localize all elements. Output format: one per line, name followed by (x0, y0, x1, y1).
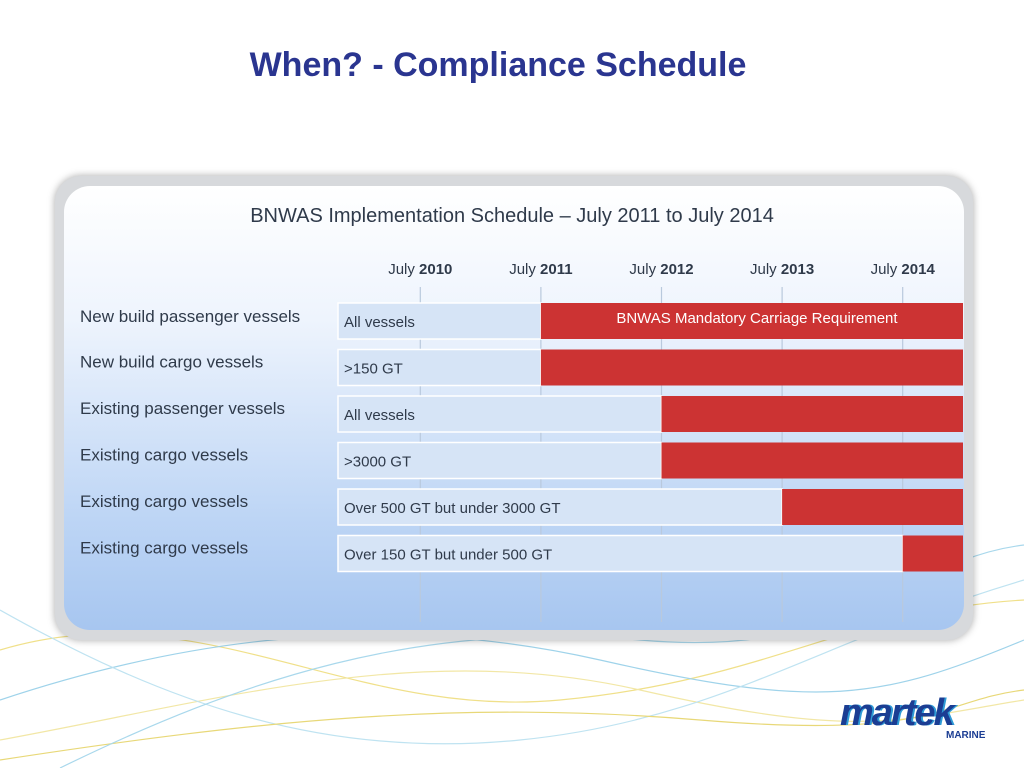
column-header: July 2012 (629, 261, 693, 278)
column-prefix: July (509, 261, 540, 278)
column-year: 2014 (901, 261, 935, 278)
wave-line (0, 579, 1024, 745)
pre-requirement-band (337, 348, 542, 387)
requirement-bar-label: BNWAS Mandatory Carriage Requirement (616, 310, 898, 327)
row-category-label: Existing cargo vessels (80, 492, 248, 511)
requirement-bar (540, 349, 963, 386)
column-year: 2012 (660, 261, 693, 278)
column-prefix: July (388, 261, 419, 278)
column-header: July 2010 (388, 261, 452, 278)
column-year: 2013 (781, 261, 814, 278)
row-category-label: Existing cargo vessels (80, 446, 248, 465)
row-scope-label: Over 150 GT but under 500 GT (344, 547, 552, 564)
column-prefix: July (750, 261, 781, 278)
pre-requirement-band (337, 534, 904, 573)
row-category-label: New build cargo vessels (80, 353, 263, 372)
requirement-bar (782, 489, 963, 525)
requirement-bar (661, 442, 963, 479)
logo-wordmark: martek (840, 692, 955, 734)
column-prefix: July (871, 261, 902, 278)
row-scope-label: >3000 GT (344, 454, 411, 471)
column-header: July 2014 (871, 261, 936, 278)
slide-title: When? - Compliance Schedule (249, 46, 747, 84)
row-scope-label: >150 GT (344, 361, 403, 378)
column-year: 2010 (419, 261, 452, 278)
wave-line (0, 689, 1024, 761)
row-scope-label: Over 500 GT but under 3000 GT (344, 500, 561, 517)
column-header: July 2011 (509, 261, 572, 278)
pre-requirement-band (337, 441, 663, 480)
pre-requirement-band (337, 302, 542, 340)
pre-requirement-band (337, 488, 783, 526)
martek-marine-logo: martek MARINE (840, 694, 996, 746)
column-prefix: July (629, 261, 660, 278)
wave-line (0, 634, 1024, 701)
requirement-bar (902, 535, 963, 572)
row-scope-label: All vessels (344, 407, 415, 424)
column-year: 2011 (540, 261, 573, 278)
row-category-label: Existing cargo vessels (80, 539, 248, 558)
pre-requirement-band (337, 395, 663, 433)
requirement-bar (540, 303, 963, 339)
chart-title: BNWAS Implementation Schedule – July 201… (250, 205, 774, 227)
row-category-label: New build passenger vessels (80, 307, 300, 326)
row-category-label: Existing passenger vessels (80, 399, 285, 418)
logo-subtext: MARINE (946, 730, 986, 741)
requirement-bar (661, 396, 963, 432)
row-scope-label: All vessels (344, 314, 415, 331)
column-header: July 2013 (750, 261, 814, 278)
